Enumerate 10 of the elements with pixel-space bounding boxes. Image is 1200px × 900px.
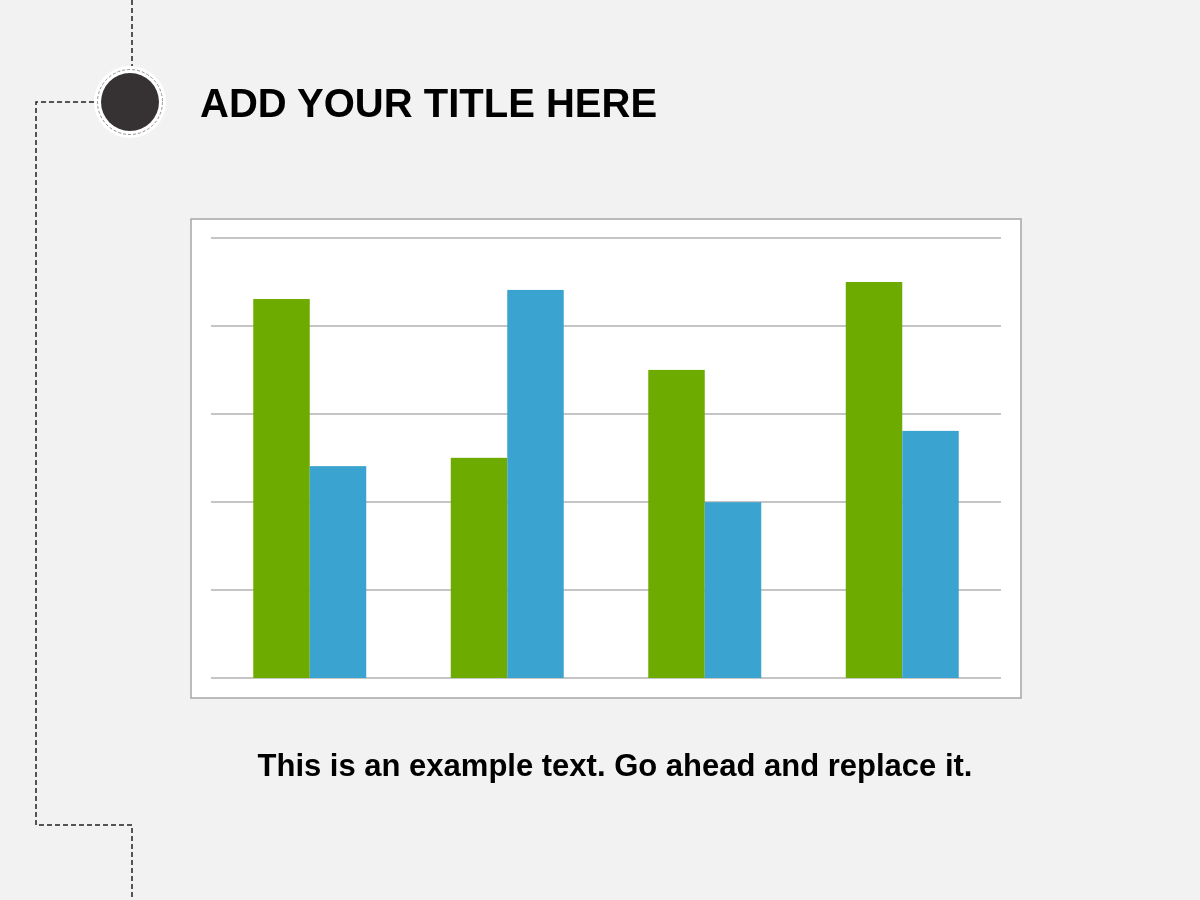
bar (648, 369, 705, 678)
chart-title: ADD YOUR TITLE HERE (200, 81, 658, 125)
bar (253, 299, 310, 678)
text: This is an example text. Go ahead and replace it. (257, 748, 973, 783)
bar (450, 457, 508, 678)
bar (704, 502, 762, 678)
bar (845, 282, 903, 678)
bar (309, 466, 367, 678)
bar (902, 430, 959, 678)
bar (507, 289, 564, 678)
